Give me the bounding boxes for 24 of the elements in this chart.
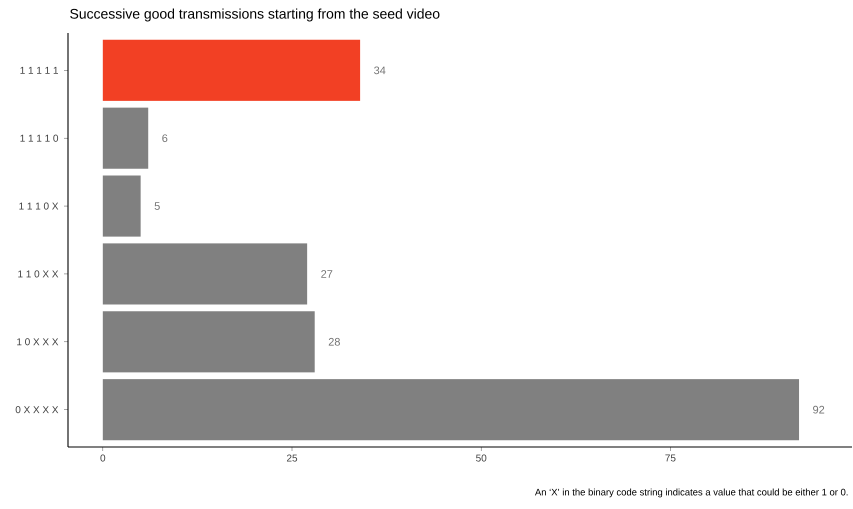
y-tick-label: 1 1 1 1 0 bbox=[20, 134, 58, 142]
bar bbox=[102, 379, 800, 440]
data-label: 27 bbox=[321, 270, 332, 278]
data-label: 92 bbox=[813, 406, 824, 414]
bar bbox=[102, 108, 148, 169]
data-label: 28 bbox=[328, 338, 340, 346]
data-label: 5 bbox=[154, 202, 160, 210]
chart-title: Successive good transmissions starting from the seed video bbox=[70, 8, 440, 22]
data-label: 34 bbox=[374, 66, 386, 74]
text: An ‘X’ in the binary code string indicates a value that could be either 1 or 0. bbox=[534, 488, 848, 498]
x-tick-label: 75 bbox=[665, 454, 676, 462]
bar bbox=[102, 311, 315, 372]
y-tick-label: 1 1 1 0 X bbox=[19, 202, 58, 210]
data-label: 6 bbox=[162, 134, 168, 142]
x-tick-label: 25 bbox=[286, 454, 298, 462]
y-tick-label: 1 1 1 1 1 bbox=[20, 66, 58, 74]
y-tick-label: 0 X X X X bbox=[16, 406, 58, 414]
y-tick-label: 1 1 0 X X bbox=[18, 270, 58, 278]
x-tick-label: 50 bbox=[476, 454, 486, 462]
bar bbox=[102, 176, 141, 237]
bar bbox=[102, 243, 308, 304]
y-tick-label: 1 0 X X X bbox=[17, 338, 58, 346]
bar bbox=[102, 40, 360, 101]
x-tick-label: 0 bbox=[100, 454, 106, 462]
